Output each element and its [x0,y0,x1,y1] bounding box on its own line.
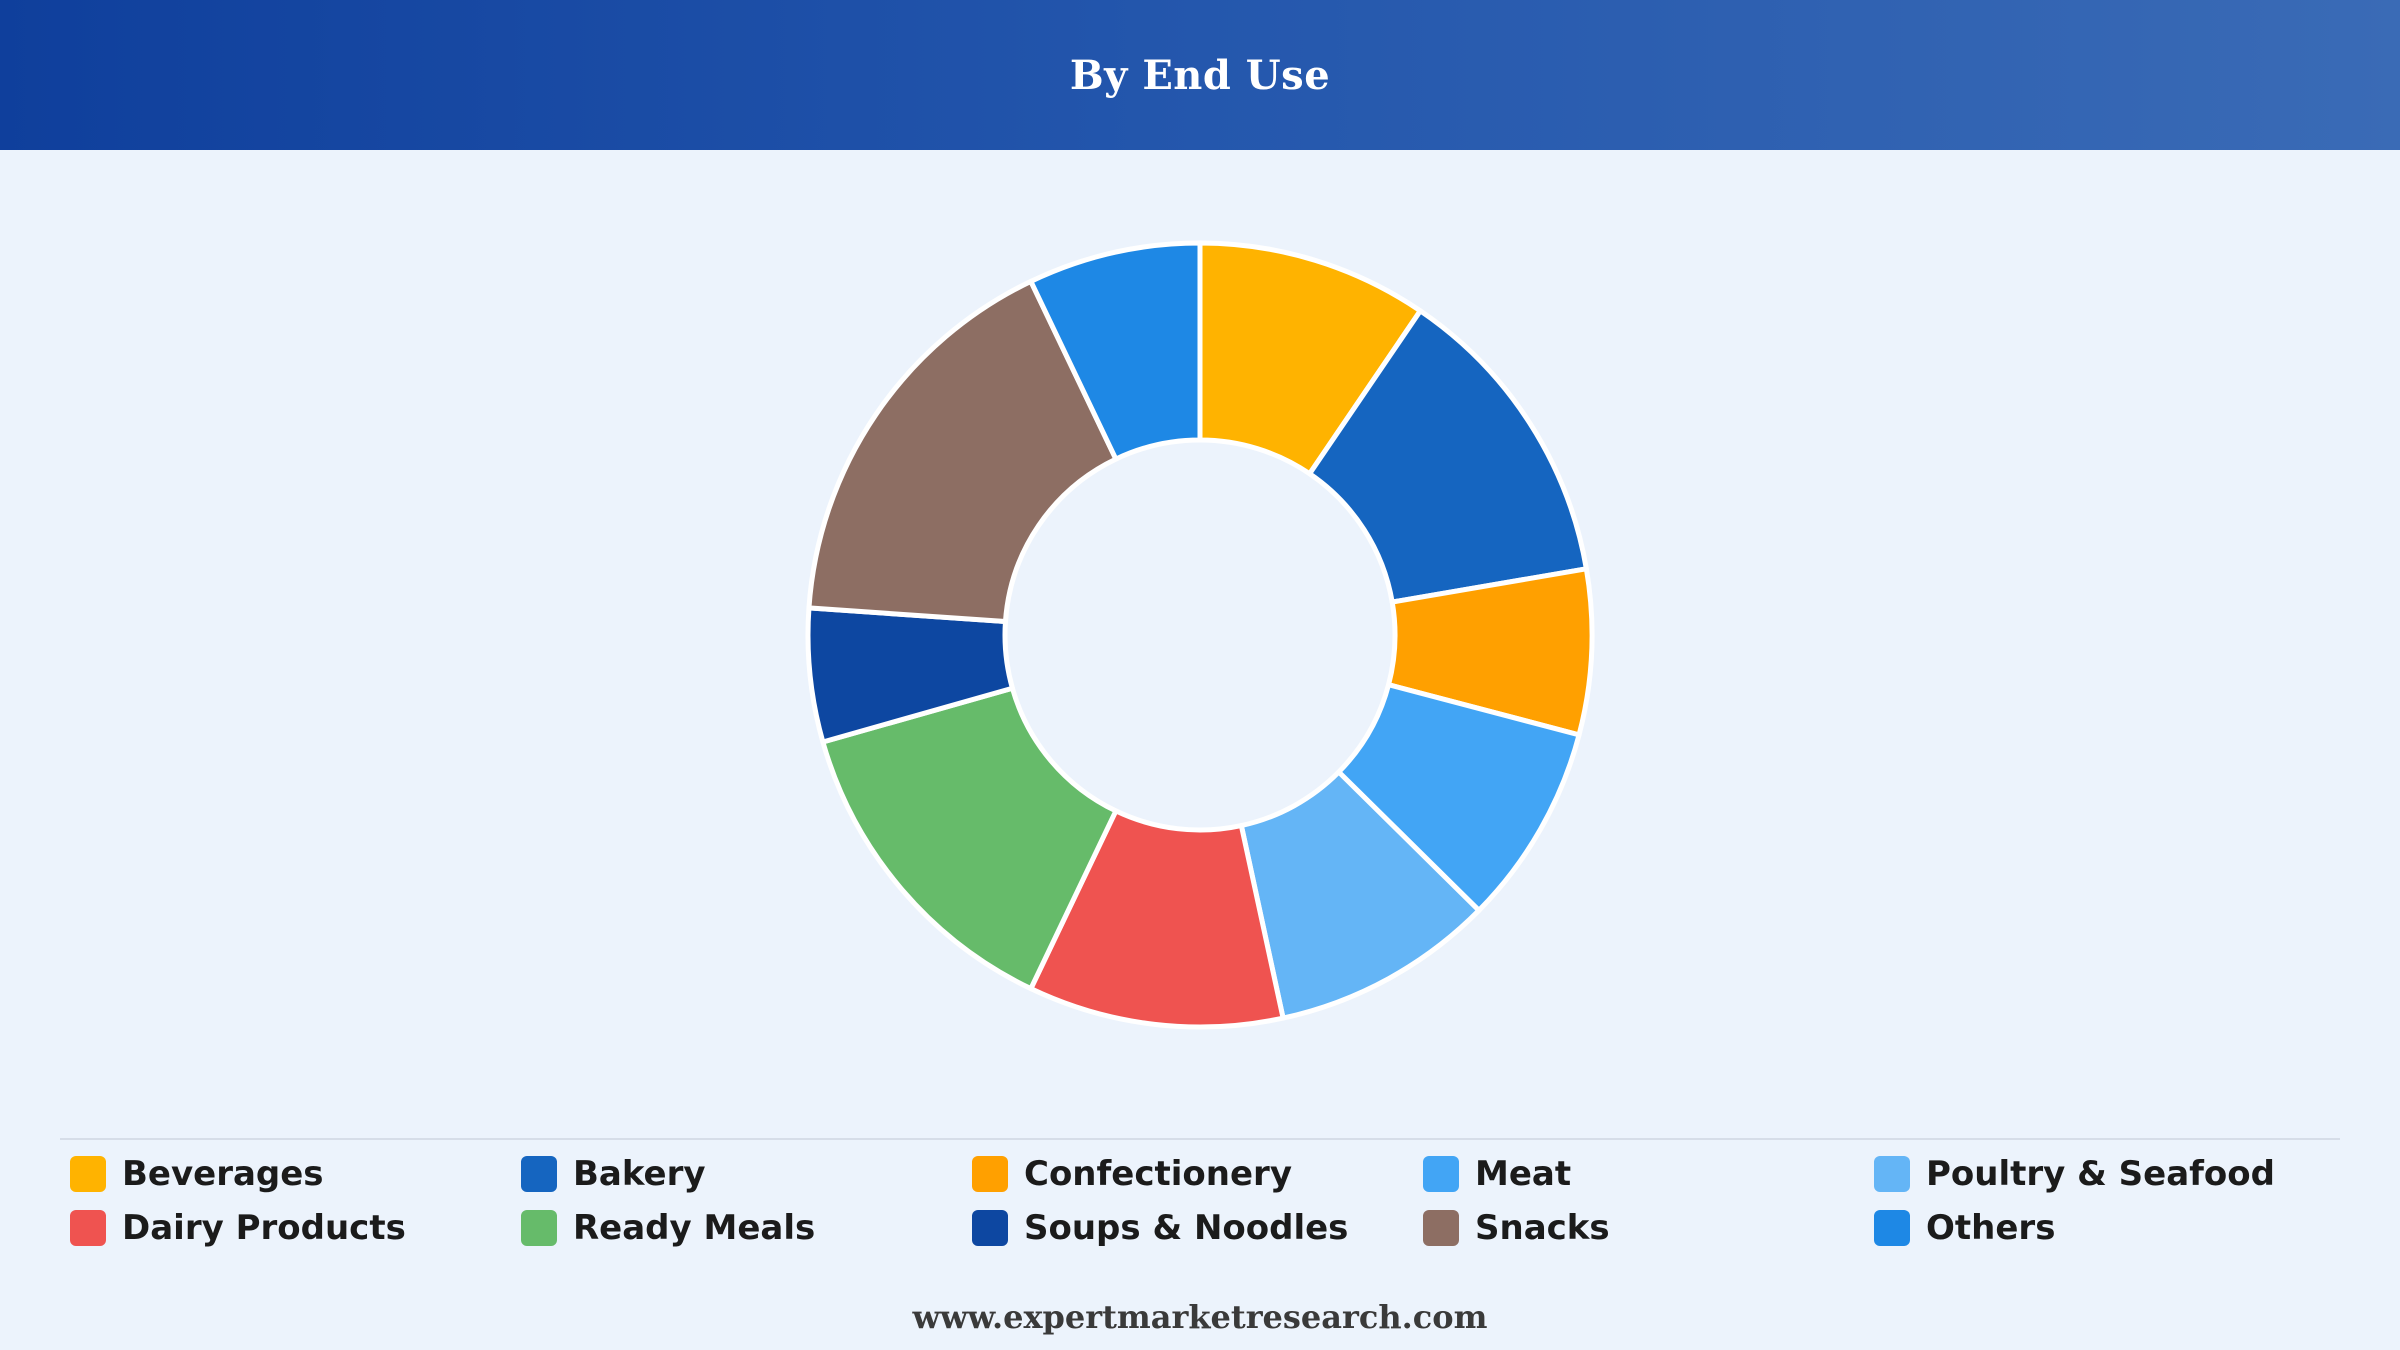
chart-header: By End Use [0,0,2400,150]
legend-swatch [1423,1210,1459,1246]
legend-item-soups-noodles: Soups & Noodles [972,1208,1423,1248]
legend-item-meat: Meat [1423,1154,1874,1194]
chart-area [0,150,2400,1130]
legend-item-confectionery: Confectionery [972,1154,1423,1194]
legend-item-beverages: Beverages [70,1154,521,1194]
legend-divider [60,1138,2340,1140]
legend-label: Bakery [573,1154,706,1194]
footer-url: www.expertmarketresearch.com [912,1298,1488,1336]
legend-item-ready-meals: Ready Meals [521,1208,972,1248]
legend-swatch [972,1210,1008,1246]
legend-swatch [70,1210,106,1246]
legend-swatch [972,1156,1008,1192]
legend-label: Snacks [1475,1208,1610,1248]
legend-item-dairy-products: Dairy Products [70,1208,521,1248]
legend-item-others: Others [1874,1208,2325,1248]
legend-swatch [521,1210,557,1246]
chart-title: By End Use [1069,51,1331,99]
legend-label: Ready Meals [573,1208,816,1248]
legend-swatch [1423,1156,1459,1192]
legend-label: Others [1926,1208,2056,1248]
legend-item-snacks: Snacks [1423,1208,1874,1248]
legend-item-poultry-seafood: Poultry & Seafood [1874,1154,2325,1194]
legend-swatch [1874,1210,1910,1246]
legend-label: Meat [1475,1154,1572,1194]
legend-swatch [70,1156,106,1192]
donut-chart [805,240,1595,1030]
slice-ready-meals [820,685,1119,992]
legend-label: Dairy Products [122,1208,406,1248]
legend-swatch [521,1156,557,1192]
slice-others [1028,240,1203,462]
legend-label: Beverages [122,1154,324,1194]
legend-item-bakery: Bakery [521,1154,972,1194]
legend-swatch [1874,1156,1910,1192]
slice-bakery [1307,308,1589,605]
legend-label: Poultry & Seafood [1926,1154,2275,1194]
footer: www.expertmarketresearch.com [0,1298,2400,1336]
chart-legend: Beverages Bakery Confectionery Meat Poultry … [70,1154,2360,1248]
slice-snacks [806,278,1119,625]
legend-label: Soups & Noodles [1024,1208,1349,1248]
legend-label: Confectionery [1024,1154,1292,1194]
